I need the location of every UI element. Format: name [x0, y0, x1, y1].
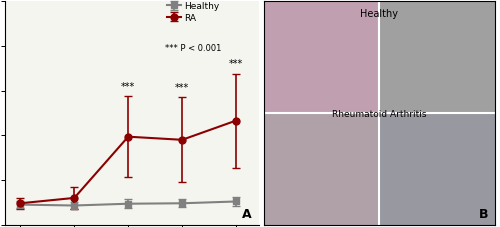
Bar	[380, 114, 495, 225]
Text: *** P < 0.001: *** P < 0.001	[165, 44, 222, 53]
Text: ***: ***	[175, 83, 189, 93]
Text: ***: ***	[121, 82, 136, 92]
Bar	[380, 2, 495, 114]
Text: A: A	[242, 207, 252, 220]
Bar	[264, 2, 380, 114]
Legend: Healthy, RA: Healthy, RA	[167, 2, 220, 23]
Text: Healthy: Healthy	[360, 9, 399, 19]
Bar	[264, 114, 380, 225]
Text: Rheumatoid Arthritis: Rheumatoid Arthritis	[332, 109, 426, 118]
Text: ***: ***	[229, 59, 243, 69]
Text: B: B	[478, 207, 488, 220]
